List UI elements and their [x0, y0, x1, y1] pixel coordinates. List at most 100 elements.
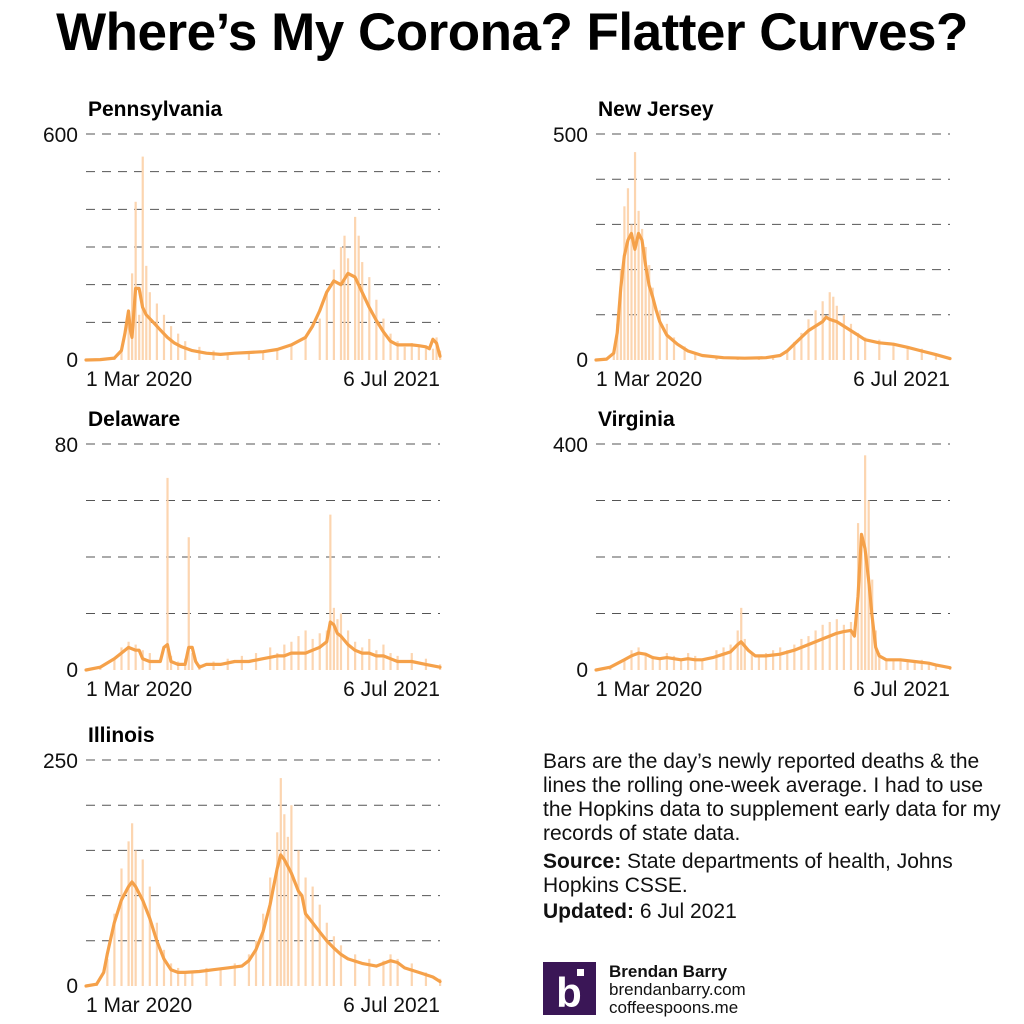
chart-bar: [417, 344, 420, 360]
brand-link-2[interactable]: coffeespoons.me: [609, 998, 739, 1017]
chart-bar: [283, 814, 286, 986]
chart-bar: [113, 913, 116, 986]
chart-bar: [279, 778, 282, 986]
chart-bar: [141, 859, 144, 986]
chart-average-line: [84, 620, 442, 672]
chart-bar: [637, 210, 640, 360]
chart-bar: [329, 514, 332, 670]
chart-bar: [169, 326, 173, 360]
chart-bar: [736, 630, 739, 670]
chart-bar: [187, 537, 190, 670]
chart-bar: [262, 913, 265, 986]
chart-bar: [325, 292, 328, 360]
chart-bar: [807, 636, 810, 670]
chart-bar: [701, 658, 704, 670]
chart-bar: [637, 647, 640, 670]
chart-bar: [141, 156, 144, 360]
chart-bar: [106, 958, 109, 986]
chart-delaware: Delaware 0 80 1 Mar 2020 6 Jul 2021: [40, 402, 460, 702]
chart-virginia: Virginia 0 400 1 Mar 2020 6 Jul 2021: [550, 402, 970, 702]
chart-bar: [800, 638, 803, 670]
chart-bar: [354, 216, 357, 360]
chart-bar: [184, 341, 187, 360]
x-tick-label: 6 Jul 2021: [853, 678, 950, 701]
chart-bar: [368, 277, 371, 360]
chart-bar: [120, 647, 123, 670]
source-text: State departments of health, Johns Hopki…: [543, 850, 953, 897]
chart-bar: [290, 344, 293, 360]
chart-bar: [694, 353, 697, 360]
chart-bar: [120, 868, 123, 986]
chart-bar: [665, 653, 668, 670]
chart-bar: [424, 346, 428, 360]
chart-bar: [357, 235, 360, 360]
chart-bar: [276, 348, 279, 360]
chart-bar: [375, 299, 378, 360]
chart-title: Virginia: [598, 408, 675, 431]
chart-bar: [290, 805, 293, 986]
chart-title: Illinois: [88, 724, 155, 747]
chart-bar: [127, 641, 130, 670]
chart-bar: [276, 832, 279, 986]
chart-bar: [934, 353, 938, 360]
chart-bar: [332, 936, 335, 986]
chart-bar: [339, 945, 343, 986]
chart-bar: [155, 303, 158, 360]
chart-bar: [113, 658, 116, 670]
chart-bar: [828, 292, 831, 360]
chart-average-line: [84, 853, 442, 988]
chart-bar: [361, 647, 364, 670]
chart-bar: [679, 658, 683, 670]
chart-bar: [332, 607, 335, 670]
chart-pennsylvania: Pennsylvania 0 600 1 Mar 2020 6 Jul 2021: [40, 92, 460, 392]
chart-bar: [906, 346, 909, 360]
chart-bar: [644, 247, 647, 360]
chart-bar: [821, 301, 824, 360]
chart-svg: Virginia 0 400 1 Mar 2020 6 Jul 2021: [553, 408, 952, 701]
chart-bar: [648, 265, 651, 360]
chart-bar: [665, 323, 668, 360]
chart-bar: [842, 314, 845, 360]
chart-bar: [339, 613, 343, 670]
chart-bar: [835, 305, 838, 360]
chart-bar: [311, 638, 314, 670]
chart-bar: [346, 258, 350, 360]
chart-bar: [134, 850, 137, 986]
chart-bar: [920, 659, 923, 670]
x-tick-label: 1 Mar 2020: [596, 368, 702, 391]
y-tick-label: 0: [66, 975, 78, 998]
chart-bar: [254, 940, 258, 986]
chart-bar: [633, 152, 637, 360]
logo-letter: b: [556, 969, 582, 1015]
chart-bar: [361, 262, 364, 360]
chart-bar: [297, 850, 300, 986]
chart-bar: [191, 972, 194, 986]
chart-bar: [120, 348, 123, 360]
chart-bar: [630, 650, 633, 670]
chart-bar: [906, 661, 909, 670]
chart-bar: [247, 954, 251, 986]
chart-bar: [131, 823, 134, 986]
chart-bar: [382, 318, 385, 360]
chart-bar: [864, 337, 867, 360]
chart-average-line: [594, 532, 952, 672]
chart-bar: [800, 332, 803, 360]
y-tick-label: 0: [576, 349, 588, 372]
chart-bar: [630, 224, 633, 360]
chart-bar: [786, 650, 789, 670]
chart-bar: [410, 963, 413, 986]
chart-bar: [177, 333, 180, 360]
page-title: Where’s My Corona? Flatter Curves?: [56, 3, 968, 62]
chart-bar: [127, 318, 130, 360]
chart-bar: [382, 960, 385, 986]
brand-link-1[interactable]: brendanbarry.com: [609, 980, 746, 999]
chart-bar: [779, 647, 782, 670]
chart-svg: Pennsylvania 0 600 1 Mar 2020 6 Jul 2021: [43, 98, 442, 391]
chart-bar: [304, 337, 307, 360]
chart-bar: [336, 619, 339, 670]
chart-bar: [772, 650, 775, 670]
chart-bar: [934, 664, 938, 670]
chart-bar: [849, 621, 853, 670]
chart-bar: [276, 653, 279, 670]
chart-bar: [672, 655, 676, 670]
